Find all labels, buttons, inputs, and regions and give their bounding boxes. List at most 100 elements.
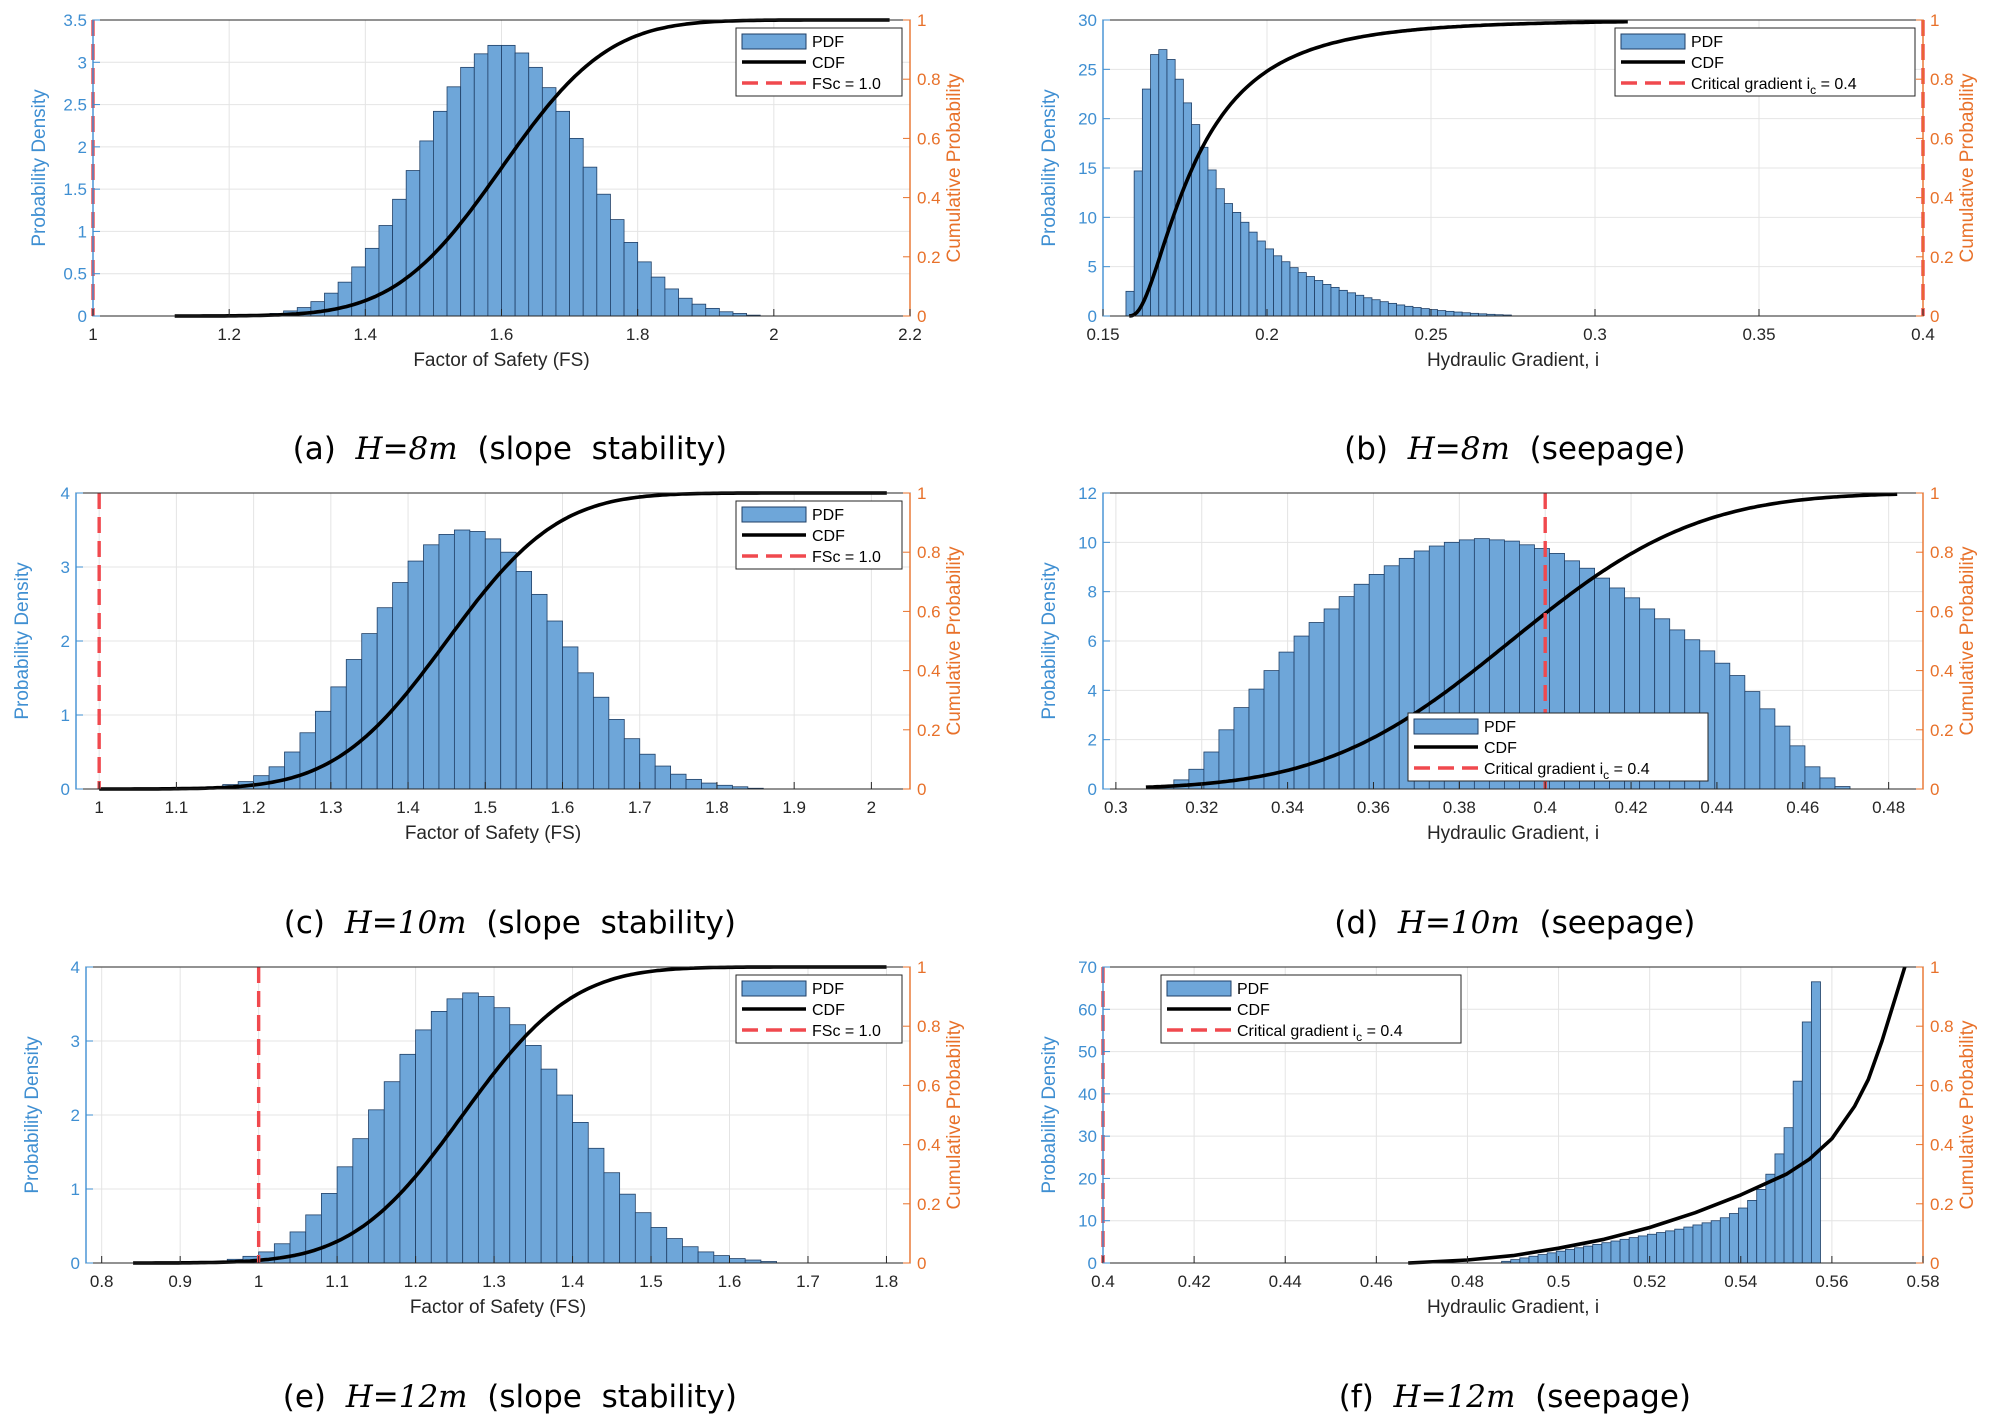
x-tick-label: 0.56 bbox=[1815, 1272, 1848, 1291]
x-tick-label: 0.38 bbox=[1443, 798, 1476, 817]
histogram-bar bbox=[1346, 292, 1356, 317]
y2-tick-label: 0.8 bbox=[917, 543, 941, 562]
caption-label: (d) bbox=[1334, 905, 1379, 941]
y-tick-label: 30 bbox=[1078, 11, 1097, 30]
x-tick-label: 1.2 bbox=[217, 325, 241, 344]
y-tick-label: 2 bbox=[1088, 731, 1097, 750]
y-tick-label: 3 bbox=[78, 53, 87, 72]
x-axis-label: Hydraulic Gradient, i bbox=[1427, 350, 1599, 371]
y2-tick-label: 0.8 bbox=[917, 1017, 941, 1036]
y-tick-label: 8 bbox=[1088, 583, 1097, 602]
histogram-bar bbox=[1564, 1249, 1575, 1264]
histogram-bar bbox=[501, 44, 516, 317]
histogram-bar bbox=[1583, 1245, 1594, 1264]
histogram-bar bbox=[438, 534, 455, 790]
y-tick-label: 20 bbox=[1078, 110, 1097, 129]
caption-height: 10m bbox=[397, 905, 467, 941]
histogram-bar bbox=[515, 571, 533, 790]
legend-label-pdf: PDF bbox=[812, 34, 844, 51]
y2-tick-label: 0.8 bbox=[1930, 543, 1954, 562]
x-tick-label: 1.5 bbox=[473, 798, 497, 817]
histogram-bar bbox=[569, 137, 584, 317]
histogram-bar bbox=[623, 242, 639, 317]
y-tick-label: 0 bbox=[1088, 1254, 1097, 1273]
y2-tick-label: 0 bbox=[917, 307, 926, 326]
legend: PDF CDF Critical gradient ic = 0.4 bbox=[1614, 27, 1916, 97]
histogram-bar bbox=[415, 1029, 432, 1264]
caption-height: 8m bbox=[1460, 431, 1510, 467]
y-tick-label: 2 bbox=[78, 138, 87, 157]
histogram-bar bbox=[540, 1068, 558, 1264]
histogram-bar bbox=[446, 86, 462, 317]
y-tick-label: 4 bbox=[71, 958, 80, 977]
histogram-bar bbox=[639, 753, 656, 790]
histogram-bar bbox=[321, 1193, 338, 1264]
histogram-bar bbox=[1248, 231, 1258, 317]
histogram-bar bbox=[1371, 299, 1381, 317]
histogram-bar bbox=[619, 1193, 636, 1264]
histogram-bar bbox=[419, 140, 434, 317]
y2-axis-label: Cumulative Probability bbox=[1957, 1020, 1978, 1210]
histogram-bar bbox=[603, 1172, 621, 1264]
y2-tick-label: 0.6 bbox=[1930, 602, 1954, 621]
histogram-bar bbox=[1355, 294, 1365, 317]
histogram-bar bbox=[691, 303, 707, 317]
y2-axis-label: Cumulative Probability bbox=[944, 546, 965, 736]
y-tick-label: 0 bbox=[1088, 780, 1097, 799]
histogram-bar bbox=[1656, 1232, 1667, 1264]
caption-e: (e) H=12m (slope stability) bbox=[282, 1379, 737, 1415]
histogram-bar bbox=[352, 1138, 369, 1264]
histogram-bar bbox=[1437, 310, 1447, 317]
histogram-bar bbox=[1810, 981, 1821, 1264]
histogram-bar bbox=[1353, 583, 1370, 790]
histogram-bar bbox=[1368, 574, 1385, 790]
histogram-bar bbox=[1232, 211, 1242, 317]
histogram-bar bbox=[405, 170, 421, 317]
histogram-bar bbox=[473, 53, 489, 317]
y2-tick-label: 0.4 bbox=[1930, 662, 1954, 681]
x-tick-label: 0.42 bbox=[1615, 798, 1648, 817]
y-tick-label: 30 bbox=[1078, 1127, 1097, 1146]
histogram-bar bbox=[555, 110, 570, 317]
y2-axis-label: Cumulative Probability bbox=[944, 1020, 965, 1210]
caption-c: (c) H=10m (slope stability) bbox=[283, 905, 736, 941]
histogram-bar bbox=[1637, 1235, 1648, 1264]
histogram-bar bbox=[666, 1238, 683, 1264]
y2-tick-label: 0.6 bbox=[917, 1076, 941, 1095]
legend-swatch-pdf bbox=[1413, 718, 1479, 735]
chart-panel-a: 1 1.2 1.4 1.6 1.8 2 2.200.511.522.533.500.20.4… bbox=[29, 11, 965, 371]
histogram-bar bbox=[1125, 290, 1135, 317]
histogram-bar bbox=[299, 732, 316, 790]
x-tick-label: 1 bbox=[254, 1272, 263, 1291]
x-tick-label: 2 bbox=[867, 798, 876, 817]
legend-swatch-pdf bbox=[741, 506, 807, 523]
y2-tick-label: 0.2 bbox=[917, 1195, 941, 1214]
y2-tick-label: 1 bbox=[1930, 484, 1939, 503]
x-tick-label: 1.3 bbox=[482, 1272, 506, 1291]
histogram-bar bbox=[324, 292, 339, 317]
histogram-bar bbox=[284, 751, 301, 790]
x-tick-label: 0.54 bbox=[1724, 1272, 1757, 1291]
x-tick-label: 1.8 bbox=[705, 798, 729, 817]
histogram-bar bbox=[729, 1258, 746, 1264]
x-tick-label: 0.32 bbox=[1185, 798, 1218, 817]
caption-label: (a) bbox=[292, 431, 336, 467]
x-tick-label: 1.1 bbox=[325, 1272, 349, 1291]
histogram-bar bbox=[399, 1053, 416, 1264]
y2-axis-label: Cumulative Probability bbox=[1957, 73, 1978, 263]
histogram-bar bbox=[1744, 691, 1761, 790]
legend-label-critical: FSc = 1.0 bbox=[812, 76, 881, 93]
chart-panel-d: 0.3 0.32 0.34 0.36 0.38 0.4 0.42 0.44 0.46 0.4802… bbox=[1039, 484, 1978, 844]
caption-label: (c) bbox=[283, 905, 325, 941]
x-tick-label: 0.3 bbox=[1583, 325, 1607, 344]
y-tick-label: 50 bbox=[1078, 1043, 1097, 1062]
histogram-bar bbox=[268, 766, 285, 790]
legend-label-cdf: CDF bbox=[1237, 1002, 1270, 1019]
histogram-bar bbox=[351, 266, 366, 317]
y2-tick-label: 1 bbox=[1930, 11, 1939, 30]
histogram-bar bbox=[487, 44, 502, 317]
histogram-bar bbox=[1363, 297, 1373, 317]
histogram-bar bbox=[623, 738, 641, 790]
y-axis-label: Probability Density bbox=[1039, 562, 1060, 720]
